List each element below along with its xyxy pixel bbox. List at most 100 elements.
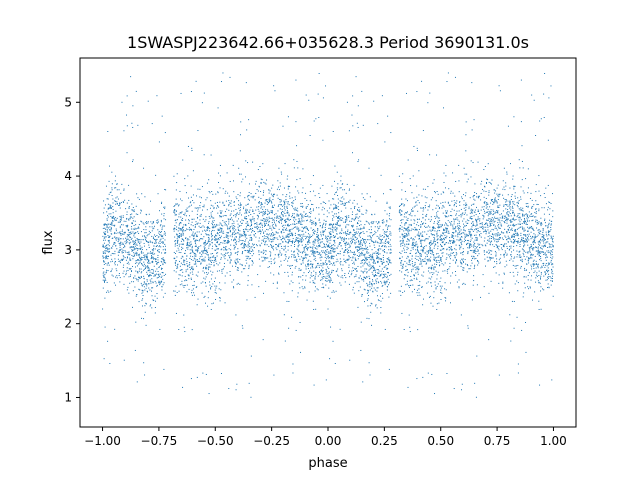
data-point	[252, 227, 254, 229]
data-point	[213, 208, 215, 210]
data-point	[304, 246, 306, 248]
data-point	[307, 265, 309, 267]
data-point	[531, 206, 533, 208]
data-point	[236, 220, 238, 222]
data-point	[463, 167, 465, 169]
data-point	[401, 222, 403, 224]
data-point	[404, 245, 406, 247]
data-point	[229, 235, 231, 237]
data-point	[329, 358, 331, 360]
data-point	[281, 205, 283, 207]
data-point	[273, 237, 275, 239]
data-point	[153, 225, 155, 227]
data-point	[105, 255, 107, 257]
data-point	[512, 224, 514, 226]
data-point	[476, 219, 478, 221]
data-point	[390, 262, 392, 264]
data-point	[197, 188, 199, 190]
data-point	[270, 227, 272, 229]
data-point	[193, 294, 195, 296]
data-point	[334, 242, 336, 244]
data-point	[249, 257, 251, 259]
data-point	[182, 234, 184, 236]
data-point	[515, 265, 517, 267]
data-point	[317, 230, 319, 232]
data-point	[309, 270, 311, 272]
data-point	[292, 203, 294, 205]
data-point	[348, 264, 350, 266]
data-point	[501, 231, 503, 233]
data-point	[550, 203, 552, 204]
data-point	[533, 241, 535, 243]
data-point	[483, 226, 485, 228]
data-point	[421, 265, 423, 267]
data-point	[271, 225, 273, 227]
data-point	[195, 80, 197, 82]
data-point	[179, 212, 181, 214]
data-point	[127, 261, 129, 263]
data-point	[514, 204, 516, 206]
data-point	[484, 244, 486, 246]
data-point	[141, 193, 143, 195]
data-point	[406, 243, 408, 245]
data-point	[132, 240, 134, 242]
data-point	[190, 266, 192, 268]
data-point	[120, 192, 122, 194]
data-point	[434, 217, 436, 219]
data-point	[353, 219, 355, 221]
data-point	[269, 227, 271, 229]
data-point	[280, 245, 282, 247]
data-point	[178, 329, 180, 330]
data-point	[382, 259, 384, 261]
data-point	[537, 229, 539, 231]
data-point	[181, 238, 183, 240]
data-point	[518, 159, 520, 161]
data-point	[191, 204, 192, 206]
data-point	[399, 212, 401, 214]
data-point	[214, 239, 216, 241]
data-point	[293, 241, 295, 243]
data-point	[232, 286, 234, 288]
data-point	[333, 203, 335, 205]
data-point	[380, 300, 382, 302]
data-point	[434, 243, 436, 245]
data-point	[208, 230, 210, 232]
data-point	[186, 242, 188, 244]
data-point	[538, 241, 540, 243]
data-point	[368, 252, 370, 254]
data-point	[273, 220, 275, 222]
data-point	[247, 244, 249, 246]
data-point	[251, 255, 253, 257]
data-point	[418, 288, 420, 290]
data-point	[202, 372, 204, 374]
data-point	[287, 236, 289, 238]
data-point	[286, 194, 288, 196]
data-point	[404, 223, 406, 225]
data-point	[116, 201, 118, 203]
data-point	[204, 220, 206, 222]
data-point	[428, 236, 430, 238]
data-point	[412, 268, 414, 270]
data-point	[110, 270, 112, 272]
data-point	[477, 161, 479, 163]
data-point	[230, 249, 232, 251]
data-point	[190, 228, 192, 230]
data-point	[373, 283, 375, 285]
data-point	[199, 226, 201, 228]
data-point	[291, 264, 293, 266]
data-point	[407, 228, 409, 230]
data-point	[147, 234, 149, 236]
data-point	[464, 283, 466, 285]
data-point	[440, 277, 442, 279]
data-point	[544, 271, 546, 273]
data-point	[196, 376, 198, 378]
data-point	[444, 234, 446, 236]
data-point	[278, 243, 280, 245]
data-point	[276, 282, 278, 284]
data-point	[414, 263, 416, 265]
data-point	[242, 230, 244, 232]
data-point	[339, 187, 341, 189]
data-point	[291, 215, 293, 217]
data-point	[463, 251, 465, 253]
data-point	[422, 261, 424, 263]
